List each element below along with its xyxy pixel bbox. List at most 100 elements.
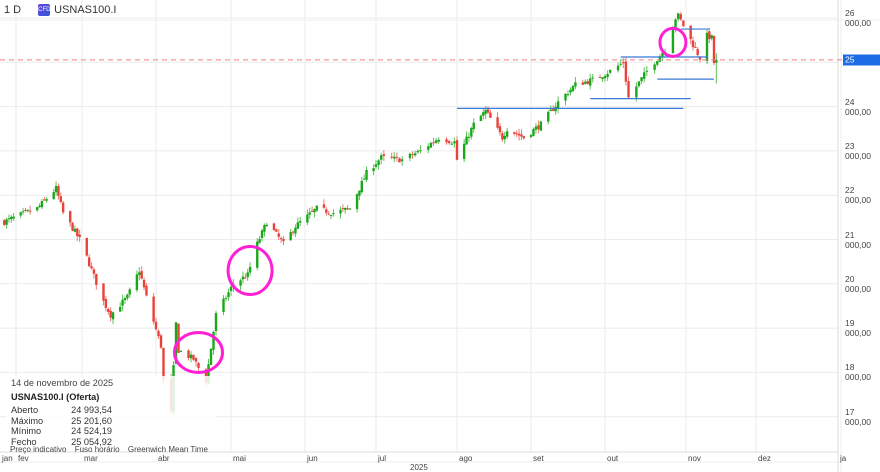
- month-tick-label: jun: [307, 454, 318, 463]
- candle-body: [434, 140, 438, 143]
- candle-body: [601, 77, 604, 80]
- candle-body: [194, 358, 198, 362]
- candle-body: [123, 297, 127, 301]
- candle-body: [45, 199, 48, 201]
- candle-body: [571, 85, 575, 92]
- candles: [3, 11, 718, 416]
- candle-body: [38, 205, 41, 208]
- candle-body: [549, 109, 552, 112]
- candle-body: [310, 210, 314, 212]
- candle-body: [679, 14, 682, 20]
- candle-body: [624, 61, 628, 82]
- candle-body: [256, 241, 259, 268]
- candle-body: [564, 93, 567, 101]
- candle-body: [372, 168, 375, 172]
- candle-body: [682, 20, 685, 27]
- candle-body: [645, 70, 649, 72]
- candle-body: [598, 76, 602, 78]
- candle-body: [698, 56, 702, 60]
- price-tick-label: 19 000,00: [845, 318, 871, 339]
- info-row-close: Fecho 25 054,92: [11, 437, 216, 448]
- candle-body: [705, 32, 709, 61]
- candle-body: [671, 28, 675, 54]
- candle-body: [265, 224, 269, 227]
- candle-body: [57, 185, 60, 196]
- candle-body: [294, 227, 297, 234]
- candle-body: [140, 271, 143, 279]
- candle-body: [145, 285, 148, 296]
- candle-body: [619, 63, 622, 65]
- candle-body: [85, 237, 88, 256]
- candle-body: [517, 133, 521, 136]
- candle-body: [322, 204, 326, 208]
- candle-body: [248, 266, 252, 273]
- value: 24 993,54: [71, 405, 112, 415]
- candle-body: [279, 238, 283, 240]
- info-title: USNAS100.I (Oferta): [11, 392, 100, 402]
- candle-body: [360, 180, 363, 193]
- candle-body: [390, 156, 393, 158]
- candle-body: [73, 228, 77, 232]
- candle-body: [313, 209, 316, 213]
- candle-body: [111, 312, 115, 320]
- info-date: 14 de novembro de 2025: [11, 378, 114, 388]
- candle-body: [532, 128, 535, 136]
- candle-body: [710, 35, 713, 39]
- month-tick-label: out: [607, 454, 619, 463]
- candle-body: [429, 142, 433, 148]
- candle-body: [222, 298, 225, 313]
- candle-body: [327, 213, 330, 215]
- candle-body: [76, 228, 79, 236]
- candle-body: [299, 221, 302, 223]
- candle-body: [179, 351, 183, 353]
- current-price-label: 25 054,92: [843, 54, 880, 75]
- price-tick-label: 18 000,00: [845, 362, 871, 383]
- candle-body: [277, 233, 280, 237]
- candle-body: [606, 74, 609, 77]
- candle-body: [69, 211, 72, 223]
- value: 25 054,92: [71, 436, 112, 447]
- candle-body: [616, 65, 620, 71]
- month-tick-label: set: [533, 454, 544, 463]
- candle-body: [627, 81, 630, 98]
- candle-body: [118, 306, 122, 312]
- candle-body: [341, 208, 345, 210]
- price-tick-label: 17 000,00: [845, 406, 871, 427]
- candle-body: [291, 231, 295, 233]
- candle-body: [622, 62, 625, 64]
- candle-body: [12, 216, 15, 219]
- candle-body: [467, 136, 471, 138]
- chart-header: 1 D CFD USNAS100.I: [0, 0, 117, 20]
- candle-body: [258, 239, 261, 243]
- candle-body: [54, 186, 58, 193]
- candle-body: [107, 308, 110, 312]
- candle-body: [520, 134, 523, 137]
- timeframe-selector[interactable]: 1 D: [4, 4, 22, 16]
- candle-body: [653, 64, 656, 70]
- candle-body: [715, 59, 718, 63]
- candle-body: [3, 220, 6, 225]
- candle-body: [229, 286, 233, 291]
- candle-body: [574, 82, 577, 87]
- candle-body: [432, 142, 435, 144]
- candle-body: [197, 362, 200, 368]
- info-row-low: Mínimo 24 524,19: [11, 426, 216, 437]
- price-tick-label: 22 000,00: [845, 185, 871, 206]
- candle-body: [121, 299, 124, 306]
- candle-body: [411, 154, 414, 156]
- candle-body: [534, 126, 538, 130]
- candle-body: [159, 335, 163, 348]
- candle-body: [7, 218, 11, 220]
- symbol-name[interactable]: USNAS100.I: [54, 4, 117, 16]
- candle-body: [539, 121, 543, 131]
- candle-body: [95, 273, 98, 285]
- candle-body: [244, 277, 247, 279]
- month-tick-label: jan: [2, 454, 13, 463]
- price-tick-label: 26 000,00: [845, 8, 871, 28]
- candle-body: [398, 158, 401, 163]
- chart-footer: Preço indicativo Fuso horário Greenwich …: [10, 445, 214, 454]
- candle-body: [498, 126, 502, 133]
- year-label: 2025: [410, 463, 428, 472]
- candle-body: [71, 222, 74, 231]
